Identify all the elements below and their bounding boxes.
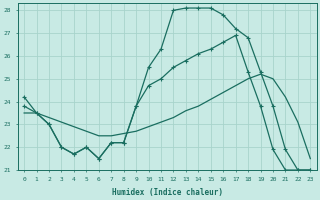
X-axis label: Humidex (Indice chaleur): Humidex (Indice chaleur) [112,188,223,197]
